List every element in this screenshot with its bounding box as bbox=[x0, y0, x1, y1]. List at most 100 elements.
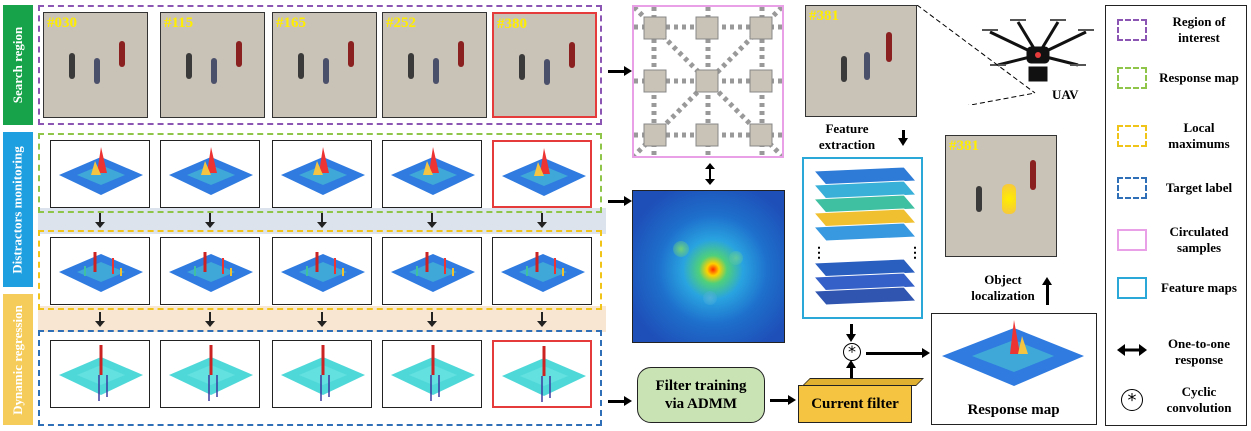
circulated-samples bbox=[632, 5, 784, 158]
double-arrow-icon bbox=[1117, 343, 1147, 362]
legend-item: Region of interest bbox=[1117, 14, 1245, 46]
row-arrow bbox=[427, 312, 437, 327]
row-arrow bbox=[317, 213, 327, 228]
resp-plot bbox=[160, 140, 260, 208]
lm-plot bbox=[50, 237, 150, 305]
legend-item: Response map bbox=[1117, 67, 1245, 89]
cyclic-symbol: * bbox=[848, 342, 856, 361]
legend-label: Circulated samples bbox=[1169, 224, 1229, 255]
uav-label: UAV bbox=[1052, 87, 1079, 102]
current-filter-label: Current filter bbox=[811, 395, 899, 412]
legend-item: One-to-one response bbox=[1117, 336, 1245, 368]
localized-frame-number: #381 bbox=[949, 138, 979, 154]
lm-plot bbox=[272, 237, 372, 305]
search-frame: #252 bbox=[382, 12, 487, 118]
tl-plot bbox=[382, 340, 482, 408]
sidebar-distractors-label: Distractors monitoring bbox=[10, 145, 26, 274]
row-arrow bbox=[427, 213, 437, 228]
response-map-box bbox=[38, 133, 602, 213]
row-arrow bbox=[537, 312, 547, 327]
arrow-filter-to-conv bbox=[846, 360, 856, 378]
tl-plot bbox=[50, 340, 150, 408]
row-arrow bbox=[205, 312, 215, 327]
object-localization-label: Object localization bbox=[971, 272, 1035, 303]
lm-plot bbox=[492, 237, 592, 305]
legend-item: Circulated samples bbox=[1117, 224, 1245, 256]
legend bbox=[1105, 5, 1247, 426]
arrow-training-to-filter bbox=[770, 395, 796, 405]
legend-swatch bbox=[1117, 277, 1147, 299]
search-frame-number: #165 bbox=[276, 15, 306, 31]
row-arrow bbox=[95, 213, 105, 228]
feature-maps-stack: ⋮ ⋮ bbox=[812, 166, 922, 306]
resp-plot bbox=[272, 140, 372, 208]
legend-item: Feature maps bbox=[1117, 277, 1245, 299]
search-frame-number: #030 bbox=[47, 15, 77, 31]
response-map-output: Response map bbox=[931, 313, 1097, 425]
resp-plot bbox=[50, 140, 150, 208]
search-frame: #030 bbox=[43, 12, 148, 118]
legend-label: Region of interest bbox=[1172, 14, 1226, 45]
resp-plot bbox=[492, 140, 592, 208]
arrow-search-to-samples bbox=[608, 66, 632, 76]
legend-swatch bbox=[1117, 67, 1147, 89]
row-arrow bbox=[317, 312, 327, 327]
feature-extraction-label: Feature extraction bbox=[818, 121, 876, 152]
legend-item: Target label bbox=[1117, 177, 1245, 199]
tl-plot bbox=[492, 340, 592, 408]
legend-item: * Cyclic convolution bbox=[1117, 384, 1245, 416]
arrow-response-to-map bbox=[608, 196, 632, 206]
current-filter-top-face bbox=[802, 378, 924, 386]
legend-swatch bbox=[1117, 229, 1147, 251]
circulated-samples-grid bbox=[632, 5, 784, 158]
current-frame: #381 bbox=[805, 5, 917, 117]
local-maximums-box bbox=[38, 230, 602, 310]
localized-frame: #381 bbox=[945, 135, 1057, 257]
legend-label: Feature maps bbox=[1161, 280, 1237, 295]
filter-training-box: Filter training via ADMM bbox=[637, 367, 765, 423]
svg-text:⋮: ⋮ bbox=[812, 246, 826, 261]
arrow-response-to-localization bbox=[1042, 277, 1052, 305]
search-frame: #165 bbox=[272, 12, 377, 118]
region-of-interest-box bbox=[38, 5, 602, 125]
uav-drone-icon bbox=[982, 19, 1094, 82]
legend-label: One-to-one response bbox=[1167, 336, 1231, 367]
search-frame-number: #380 bbox=[497, 16, 527, 32]
resp-plot bbox=[382, 140, 482, 208]
svg-text:⋮: ⋮ bbox=[908, 246, 921, 261]
legend-swatch bbox=[1117, 177, 1147, 199]
legend-label: Local maximums bbox=[1168, 120, 1230, 151]
tl-plot bbox=[272, 340, 372, 408]
sidebar-search-region-label: Search region bbox=[10, 26, 25, 104]
target-label-box bbox=[38, 330, 602, 426]
legend-label: Response map bbox=[1159, 70, 1239, 85]
search-frame: #115 bbox=[160, 12, 265, 118]
uav-view-lines bbox=[917, 5, 1036, 105]
response-map-label: Response map bbox=[967, 402, 1060, 418]
legend-swatch bbox=[1117, 19, 1147, 41]
legend-label: Cyclic convolution bbox=[1166, 384, 1232, 415]
lm-plot bbox=[382, 237, 482, 305]
sidebar-dynamic-regression: Dynamic regression bbox=[3, 294, 33, 425]
arrow-conv-to-response bbox=[866, 348, 930, 358]
row-arrow bbox=[537, 213, 547, 228]
cyclic-convolution-icon: * bbox=[843, 343, 861, 361]
search-frame-number: #252 bbox=[386, 15, 416, 31]
sidebar-dynamic-label: Dynamic regression bbox=[10, 304, 25, 415]
arrow-features-to-conv bbox=[846, 324, 856, 342]
legend-item: Local maximums bbox=[1117, 120, 1245, 152]
row-arrow bbox=[205, 213, 215, 228]
double-arrow-icon bbox=[704, 163, 716, 190]
cyclic-convolution-icon: * bbox=[1121, 389, 1143, 411]
lm-plot bbox=[160, 237, 260, 305]
current-frame-number: #381 bbox=[809, 8, 839, 24]
feature-maps-box: ⋮ ⋮ bbox=[802, 157, 923, 319]
filter-response-heatmap bbox=[632, 190, 785, 343]
row-arrow bbox=[95, 312, 105, 327]
search-frame: #380 bbox=[492, 12, 597, 118]
legend-swatch bbox=[1117, 125, 1147, 147]
search-frame-number: #115 bbox=[164, 15, 194, 31]
response-map-surface bbox=[942, 320, 1084, 386]
arrow-frame-to-features bbox=[898, 130, 908, 146]
arrow-label-to-training bbox=[608, 396, 632, 406]
